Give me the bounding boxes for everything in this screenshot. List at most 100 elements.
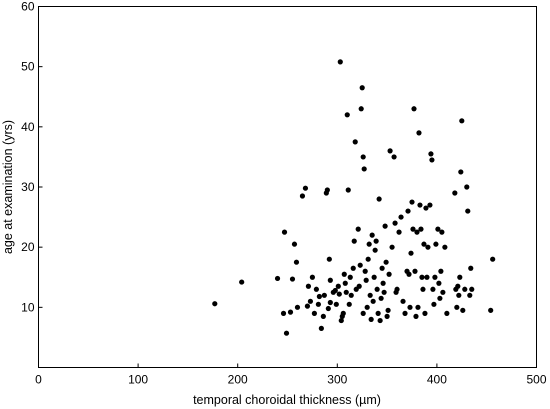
data-point (280, 310, 287, 316)
data-point (407, 304, 413, 310)
data-point (302, 185, 309, 191)
data-point (368, 316, 374, 322)
data-point (370, 298, 376, 304)
data-point (424, 274, 430, 280)
data-point (363, 277, 369, 283)
data-point (365, 256, 371, 262)
data-point (420, 286, 426, 292)
data-point (452, 190, 458, 196)
data-point (347, 274, 353, 280)
data-point (340, 310, 346, 316)
data-point (371, 274, 377, 280)
data-point (289, 276, 296, 282)
data-point (383, 259, 389, 265)
data-point (309, 274, 315, 280)
data-point (320, 313, 326, 319)
data-point (315, 301, 321, 307)
data-point (405, 208, 411, 214)
data-point (376, 196, 382, 202)
data-point (431, 301, 437, 307)
data-point (432, 274, 438, 280)
data-point (327, 299, 333, 306)
data-point (239, 279, 245, 285)
data-point (293, 259, 300, 265)
data-point (436, 280, 442, 286)
data-point (291, 241, 298, 247)
data-point (373, 238, 379, 244)
data-point (419, 274, 425, 280)
data-point (459, 118, 465, 124)
data-point (356, 283, 362, 289)
data-point (456, 292, 462, 298)
data-point (346, 301, 352, 307)
data-point (345, 187, 351, 193)
x-axis-ticks: 0 100 200 300 400 500 (35, 363, 547, 387)
data-point (414, 229, 420, 235)
data-point (361, 166, 367, 172)
data-point (338, 317, 344, 324)
data-point (422, 310, 428, 316)
data-point (425, 244, 431, 250)
y-tick-label: 30 (21, 180, 35, 194)
data-point (412, 268, 418, 274)
data-point (212, 301, 218, 307)
data-point (342, 280, 348, 286)
data-point (327, 277, 333, 283)
data-point (391, 154, 397, 160)
data-point (488, 307, 494, 313)
data-point (344, 112, 350, 118)
data-point (324, 187, 330, 193)
data-point (427, 202, 433, 208)
x-tick-label: 200 (228, 373, 248, 387)
data-point (442, 244, 448, 250)
data-point (378, 295, 384, 301)
data-point (333, 301, 339, 307)
data-point (457, 274, 463, 280)
data-point (428, 151, 434, 157)
data-points (212, 59, 496, 336)
data-point (372, 247, 378, 253)
data-point (411, 106, 417, 112)
data-point (351, 238, 357, 244)
data-point (435, 226, 441, 232)
data-point (352, 139, 358, 145)
x-tick-label: 300 (327, 373, 347, 387)
data-point (469, 286, 475, 292)
data-point (385, 307, 391, 313)
data-point (326, 256, 332, 262)
data-point (343, 289, 349, 295)
data-point (455, 283, 461, 289)
data-point (281, 229, 288, 235)
data-point (287, 309, 294, 315)
data-point (364, 304, 370, 310)
y-axis-label: age at examination (yrs) (1, 120, 15, 254)
data-point (437, 295, 443, 301)
data-point (381, 289, 387, 295)
data-point (430, 286, 436, 292)
data-point (384, 313, 390, 319)
y-tick-label: 50 (21, 60, 35, 74)
data-point (359, 85, 365, 91)
data-point (358, 106, 364, 112)
data-point (336, 291, 342, 297)
data-point (360, 310, 366, 316)
data-point (415, 304, 421, 310)
data-point (444, 310, 450, 316)
data-point (460, 307, 466, 313)
data-point (458, 169, 464, 175)
data-point (362, 268, 368, 274)
data-point (462, 286, 468, 292)
data-point (490, 256, 496, 262)
data-point (341, 271, 347, 277)
data-point (406, 271, 412, 277)
data-point (387, 148, 393, 154)
data-point (413, 313, 419, 319)
data-point (382, 223, 388, 229)
data-point (418, 226, 424, 232)
data-point (335, 283, 341, 289)
data-point (321, 292, 327, 298)
data-point (433, 241, 439, 247)
data-point (429, 157, 435, 163)
data-point (416, 130, 422, 136)
data-point (375, 310, 381, 316)
